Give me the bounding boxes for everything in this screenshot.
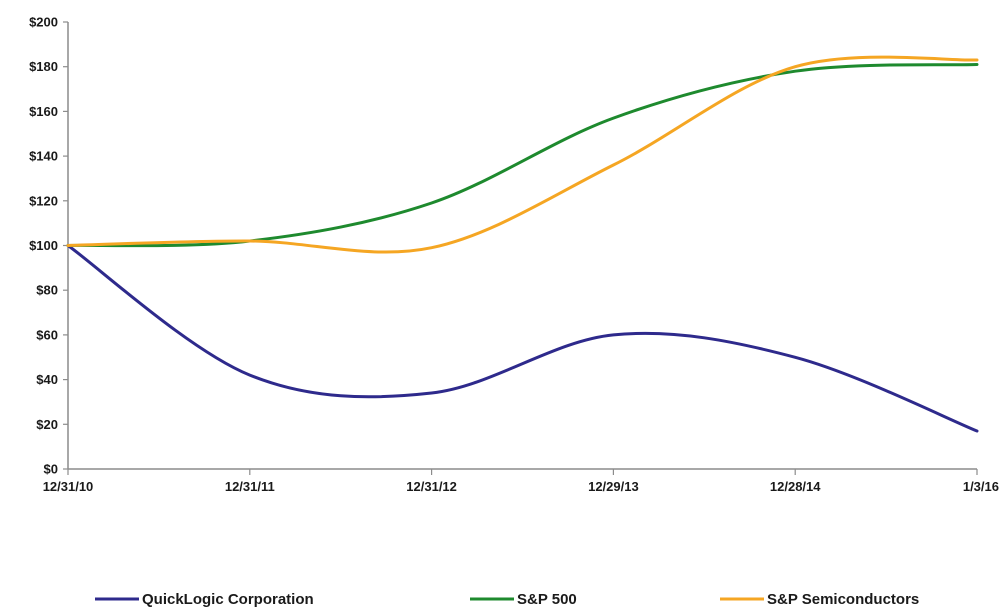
x-tick-label: 12/29/13 — [588, 479, 639, 494]
y-tick-label: $40 — [36, 372, 58, 387]
y-tick-label: $60 — [36, 327, 58, 342]
x-tick-label: 12/28/14 — [770, 479, 821, 494]
x-tick-label: 12/31/10 — [43, 479, 94, 494]
y-tick-label: $100 — [29, 238, 58, 253]
x-tick-label: 12/31/12 — [406, 479, 457, 494]
series-line-s-p-semiconductors — [66, 55, 979, 254]
y-tick-label: $0 — [44, 462, 58, 477]
legend-label-quicklogic-corporation: QuickLogic Corporation — [142, 591, 314, 608]
y-tick-label: $180 — [29, 59, 58, 74]
series-line-s-p-500 — [66, 63, 979, 248]
x-tick-label: 12/31/11 — [225, 479, 275, 494]
series-lines — [66, 55, 979, 433]
y-tick-label: $200 — [29, 15, 58, 30]
legend: QuickLogic Corporation S&P 500 S&P Semicon… — [95, 591, 919, 608]
y-tick-label: $140 — [29, 149, 58, 164]
series-line-quicklogic-corporation — [66, 244, 979, 433]
y-tick-label: $160 — [29, 104, 58, 119]
x-tick-label: 1/3/16 — [963, 479, 999, 494]
legend-label-s-p-semiconductors: S&P Semiconductors — [767, 591, 919, 608]
y-tick-label: $120 — [29, 193, 58, 208]
y-tick-label: $20 — [36, 417, 58, 432]
legend-label-s-p-500: S&P 500 — [517, 591, 577, 608]
axes: $0 $20 $40 $60 $80 $100 $120 $140 $160 $180 $200 12… — [29, 15, 999, 495]
y-tick-label: $80 — [36, 283, 58, 298]
